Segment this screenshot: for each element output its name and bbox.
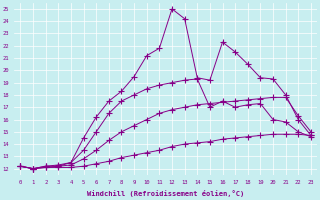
X-axis label: Windchill (Refroidissement éolien,°C): Windchill (Refroidissement éolien,°C) xyxy=(87,190,244,197)
